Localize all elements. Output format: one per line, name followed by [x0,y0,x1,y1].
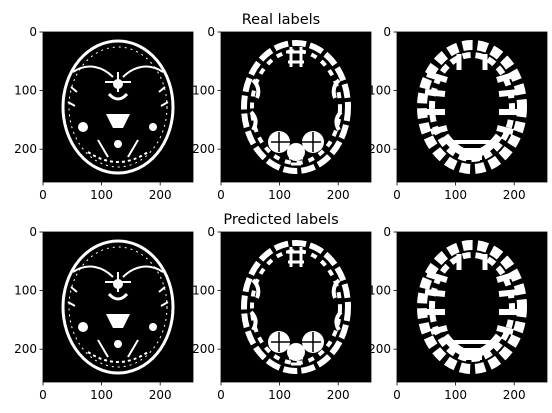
x-tick-label: 100 [444,188,467,202]
x-tick-label: 200 [149,188,172,202]
panel-r1-c1: 0 100 200 0 100 200 [192,225,372,402]
x-tick-label: 200 [503,188,526,202]
x-tick-label: 0 [217,388,225,402]
y-tick-label: 0 [29,25,37,39]
y-tick-label: 100 [14,84,37,98]
y-tick-label: 100 [14,284,37,298]
y-tick-label: 200 [192,342,215,356]
x-tick-label: 100 [90,388,113,402]
panel-r0-c2: 0 100 200 0 100 200 [368,25,548,202]
axes-frame [220,231,372,383]
y-tick-label: 0 [207,25,215,39]
row-title-real-labels: Real labels [242,12,321,28]
x-tick-label: 200 [327,388,350,402]
y-tick-label: 0 [383,225,391,239]
y-tick-label: 100 [368,84,391,98]
x-tick-label: 200 [503,388,526,402]
panel-r1-c2: 0 100 200 0 100 200 [368,225,548,402]
y-tick-label: 200 [368,342,391,356]
panel-r0-c1: 0 100 200 0 100 200 [192,25,372,202]
panel-r0-c0: 0 100 200 0 100 200 [14,25,194,202]
x-tick-label: 100 [268,188,291,202]
panel-r1-c0: 0 100 200 0 100 200 [14,225,194,402]
axes-frame [42,231,194,383]
image-background [43,232,193,382]
x-tick-label: 0 [393,188,401,202]
y-tick-label: 200 [14,142,37,156]
y-tick-label: 0 [29,225,37,239]
x-tick-label: 0 [393,388,401,402]
x-tick-label: 200 [149,388,172,402]
x-tick-label: 0 [39,388,47,402]
y-tick-label: 100 [368,284,391,298]
image-background [43,32,193,182]
y-tick-label: 200 [368,142,391,156]
axes-frame [42,31,194,183]
y-tick-label: 100 [192,84,215,98]
axes-frame [396,231,548,383]
y-tick-label: 100 [192,284,215,298]
x-tick-label: 0 [217,188,225,202]
x-tick-label: 200 [327,188,350,202]
y-tick-label: 0 [207,225,215,239]
x-tick-label: 100 [268,388,291,402]
axes-frame [396,31,548,183]
panels-layer: 0 100 200 0 100 200 0 100 200 0 100 200 0 100 200 0 100 2… [14,25,548,402]
y-tick-label: 0 [383,25,391,39]
row-title-predicted-labels: Predicted labels [223,212,338,228]
y-tick-label: 200 [14,342,37,356]
axes-frame [220,31,372,183]
x-tick-label: 100 [90,188,113,202]
y-tick-label: 200 [192,142,215,156]
x-tick-label: 0 [39,188,47,202]
x-tick-label: 100 [444,388,467,402]
